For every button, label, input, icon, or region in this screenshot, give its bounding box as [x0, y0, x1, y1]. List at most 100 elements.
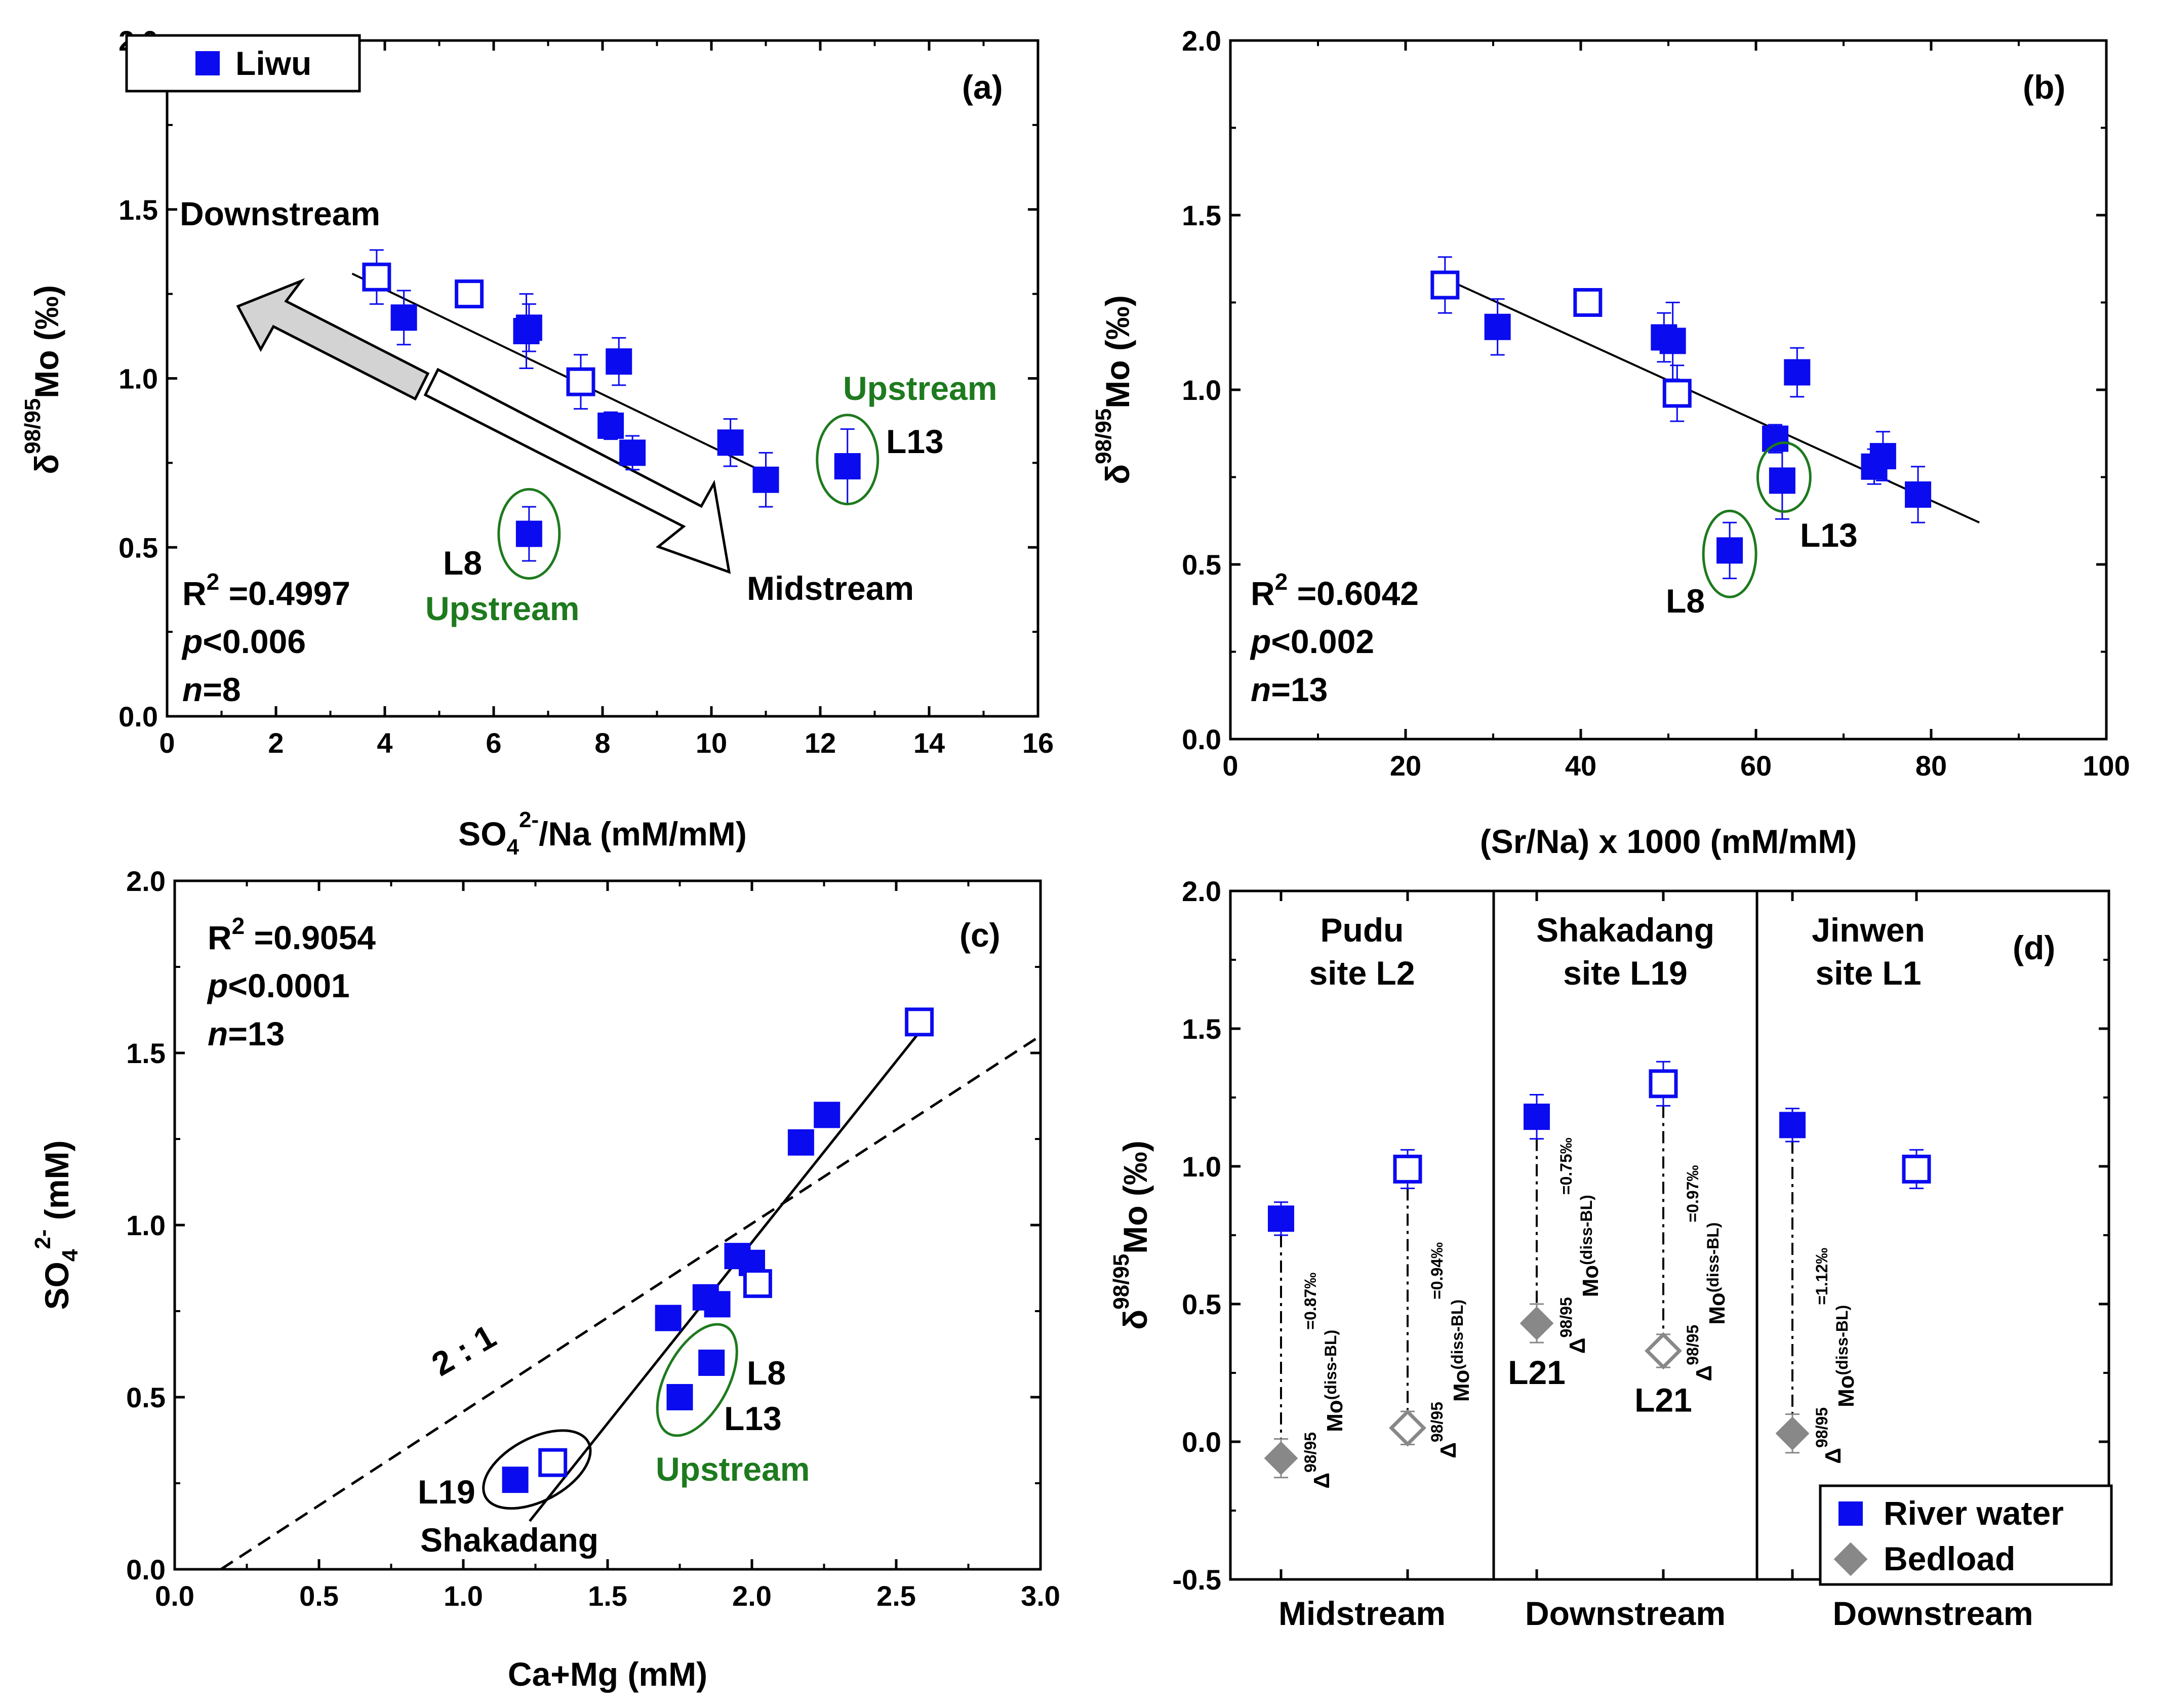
l13-label: L13	[886, 423, 944, 460]
data-point	[566, 367, 595, 396]
group-x-label: Downstream	[1525, 1595, 1726, 1632]
data-point	[1649, 1069, 1678, 1099]
x-tick-label: 1.0	[444, 1580, 483, 1612]
data-point	[1524, 1104, 1550, 1130]
y-tick-label: 1.5	[118, 194, 158, 226]
y-tick-label: 0.5	[1182, 1288, 1221, 1320]
x-axis-label: Ca+Mg (mM)	[508, 1655, 707, 1693]
x-tick-label: 80	[1915, 750, 1947, 782]
data-point	[1659, 328, 1686, 354]
l8-ellipse	[497, 488, 561, 580]
x-tick-label: 0.5	[299, 1580, 339, 1612]
p-label: p<0.006	[181, 623, 306, 660]
delta-diff-label: Δ98/95Mo(diss-BL)=0.97‰	[1684, 1165, 1730, 1381]
site-id: site L2	[1309, 954, 1415, 992]
data-point	[515, 520, 542, 547]
y-tick-label: 1.0	[118, 363, 158, 395]
y-tick-label: 0.5	[126, 1381, 166, 1413]
panel-a: 0.00.51.01.52.00246810121416Liwu(a)Downs…	[20, 25, 1054, 860]
data-point	[597, 412, 624, 439]
bedload-point	[1645, 1332, 1682, 1370]
x-tick-label: 0.0	[155, 1580, 194, 1612]
bed-site-label: L21	[1508, 1354, 1566, 1391]
l13-label: L13	[1800, 516, 1858, 554]
delta-diff-label: Δ98/95Mo(diss-BL)=0.87‰	[1301, 1273, 1347, 1489]
y-tick-label: 1.0	[1182, 374, 1221, 406]
data-point	[362, 262, 391, 292]
data-point	[619, 439, 646, 466]
group-x-label: Downstream	[1832, 1595, 2033, 1632]
data-point	[1662, 379, 1692, 408]
y-tick-label: 0.5	[1182, 549, 1221, 581]
y-tick-label: 1.5	[126, 1037, 166, 1069]
bed-site-label: L21	[1634, 1381, 1692, 1418]
y-tick-label: 2.0	[1182, 25, 1221, 57]
y-axis-label: δ98/95Mo (‰)	[1109, 1141, 1154, 1330]
x-tick-label: 0	[159, 727, 175, 759]
y-tick-label: 0.0	[126, 1554, 166, 1585]
r2-label: R2 =0.4997	[182, 568, 350, 612]
delta-diff-label: Δ98/95Mo(diss-BL)=1.12‰	[1813, 1248, 1859, 1464]
data-point	[704, 1291, 731, 1318]
legend-marker	[195, 51, 220, 75]
data-point	[655, 1305, 682, 1331]
data-point	[1716, 537, 1743, 564]
n-label: n=13	[208, 1015, 285, 1052]
legend-box	[125, 34, 361, 93]
shakadang-label: Shakadang	[420, 1521, 598, 1559]
x-tick-label: 10	[696, 727, 727, 759]
regression-line	[351, 272, 767, 474]
data-point	[1779, 1112, 1806, 1138]
data-point	[1393, 1154, 1422, 1184]
ratio-label: 2 : 1	[425, 1317, 502, 1383]
panel-label: (a)	[962, 68, 1003, 106]
data-point	[538, 1448, 568, 1477]
data-point	[1484, 313, 1511, 340]
bedload-point	[1520, 1306, 1554, 1340]
data-point	[1430, 270, 1460, 300]
panel-label: (b)	[2023, 68, 2065, 106]
y-tick-label: 2.0	[1182, 875, 1221, 907]
data-point	[515, 314, 542, 341]
y-axis-label: δ98/95Mo (‰)	[1091, 295, 1136, 484]
group-x-label: Midstream	[1278, 1595, 1446, 1632]
panel-d: -0.5 0.0 0.5 1.0 1.5 2.0 Pudu site L2 Midstream S…	[1109, 875, 2113, 1632]
legend-box	[1819, 1484, 2113, 1586]
x-tick-label: 100	[2083, 750, 2130, 782]
data-point	[606, 348, 632, 375]
downstream-arrow	[236, 278, 430, 401]
x-tick-label: 12	[805, 727, 836, 759]
x-tick-label: 2	[268, 727, 284, 759]
y-tick-label: 1.5	[1182, 199, 1221, 231]
l19-ellipse	[482, 1429, 592, 1510]
y-axis-label: δ98/95Mo (‰)	[20, 285, 65, 474]
y-axis-label: SO42- (mM)	[30, 1141, 83, 1310]
x-tick-label: 16	[1022, 727, 1054, 759]
x-tick-label: 4	[377, 727, 392, 759]
data-point	[1769, 467, 1795, 494]
panel-b: 0.0 0.5 1.0 1.5 2.0 0 20 40 60 80 100 L13 L8 (b) R2 =0…	[1091, 25, 2130, 860]
upstream-label-2: Upstream	[425, 590, 579, 627]
ratio-line	[220, 1034, 1042, 1571]
plot-frame	[1229, 889, 2110, 1581]
x-tick-label: 6	[486, 727, 501, 759]
data-point	[502, 1467, 529, 1493]
p-label: p<0.0001	[207, 967, 350, 1004]
l8-ellipse	[1702, 509, 1757, 598]
bedload-point	[1264, 1441, 1298, 1476]
n-label: n=8	[182, 671, 241, 708]
regression-line	[529, 1031, 921, 1522]
y-tick-label: 1.5	[1182, 1013, 1221, 1045]
site-name: Shakadang	[1536, 911, 1714, 949]
y-tick-label: 0.0	[118, 701, 158, 733]
l8-label: L8	[443, 544, 482, 582]
l13-label: L13	[724, 1400, 782, 1437]
x-tick-label: 2.5	[876, 1580, 916, 1612]
regression-line	[1435, 273, 1980, 524]
downstream-label: Downstream	[180, 195, 380, 232]
legend-river-label: River water	[1884, 1494, 2064, 1532]
site-name: Jinwen	[1812, 911, 1925, 949]
x-axis-label: SO42-/Na (mM/mM)	[458, 807, 747, 860]
x-tick-label: 8	[594, 727, 610, 759]
r2-label: R2 =0.9054	[208, 913, 376, 956]
